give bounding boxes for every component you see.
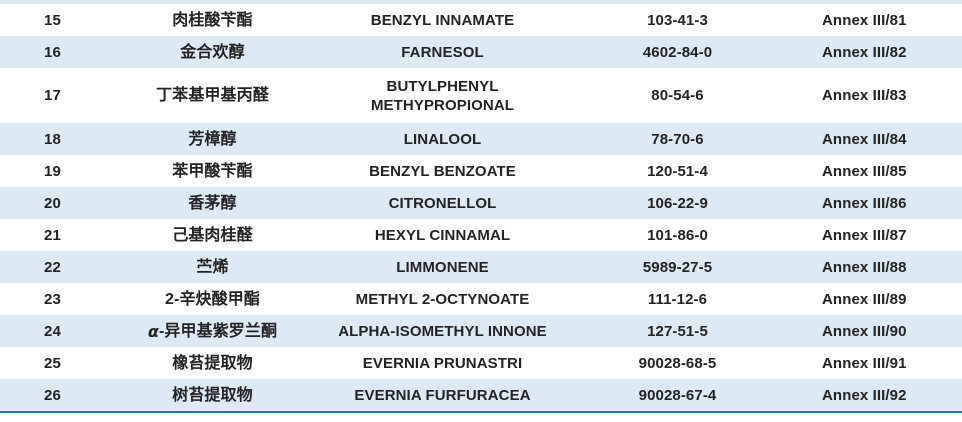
cas-number-cell: 103-41-3 xyxy=(647,11,708,29)
greek-alpha-prefix: α xyxy=(147,321,159,341)
chinese-name-cell: 树苔提取物 xyxy=(172,386,253,404)
english-name-cell: LINALOOL xyxy=(403,130,482,148)
english-name-cell: HEXYL CINNAMAL xyxy=(374,226,511,244)
serial-number-cell: 25 xyxy=(44,354,61,372)
table-row: 24 α -异甲基紫罗兰酮 ALPHA-ISOMETHYL INNONE 127-51-… xyxy=(0,315,962,347)
table-row: 19 苯甲酸苄酯 BENZYL BENZOATE 120-51-4 Annex III/… xyxy=(0,155,962,187)
cas-number-cell: 5989-27-5 xyxy=(642,258,713,276)
table-row: 18 芳樟醇 LINALOOL 78-70-6 Annex III/84 xyxy=(0,123,962,155)
serial-number-cell: 22 xyxy=(44,258,61,276)
cas-number-cell: 101-86-0 xyxy=(647,226,708,244)
english-name-cell: BENZYL BENZOATE xyxy=(369,162,516,180)
chinese-name-cell: 2-辛炔酸甲酯 xyxy=(165,290,260,308)
chinese-name-cell: 苯甲酸苄酯 xyxy=(172,162,253,180)
chinese-name-cell: 橡苔提取物 xyxy=(172,354,253,372)
annex-ref-cell: Annex III/81 xyxy=(822,11,907,29)
table-row: 23 2-辛炔酸甲酯 METHYL 2-OCTYNOATE 111-12-6 Annex… xyxy=(0,283,962,315)
english-name-cell: LIMMONENE xyxy=(396,258,489,276)
previous-row-partial xyxy=(0,0,962,4)
cas-number-cell: 78-70-6 xyxy=(651,130,704,148)
chinese-name-cell: 香茅醇 xyxy=(188,194,237,212)
serial-number-cell: 20 xyxy=(44,194,61,212)
chinese-name-cell: 丁苯基甲基丙醛 xyxy=(156,87,269,104)
serial-number-cell: 26 xyxy=(44,386,61,404)
cas-number-cell: 111-12-6 xyxy=(647,290,708,308)
chinese-name-cell: 金合欢醇 xyxy=(180,43,245,61)
english-name-cell: EVERNIA PRUNASTRI xyxy=(362,354,523,372)
cas-number-cell: 4602-84-0 xyxy=(642,43,713,61)
cas-number-cell: 80-54-6 xyxy=(651,87,704,104)
cas-number-cell: 90028-67-4 xyxy=(638,386,717,404)
chinese-name-text: -异甲基紫罗兰酮 xyxy=(158,322,278,340)
table-bottom-rule xyxy=(0,411,962,413)
serial-number-cell: 23 xyxy=(44,290,61,308)
english-name-cell: FARNESOL xyxy=(401,43,484,61)
english-name-cell: BUTYLPHENYL METHYPROPIONAL xyxy=(370,77,515,114)
serial-number-cell: 21 xyxy=(44,226,61,244)
table-row: 20 香茅醇 CITRONELLOL 106-22-9 Annex III/86 xyxy=(0,187,962,219)
table-row: 21 己基肉桂醛 HEXYL CINNAMAL 101-86-0 Annex III/8… xyxy=(0,219,962,251)
table-row: 25 橡苔提取物 EVERNIA PRUNASTRI 90028-68-5 Annex … xyxy=(0,347,962,379)
annex-ref-cell: Annex III/86 xyxy=(822,194,907,212)
annex-ref-cell: Annex III/89 xyxy=(822,290,907,308)
chinese-name-cell: α -异甲基紫罗兰酮 xyxy=(105,315,320,347)
chinese-name-cell: 芳樟醇 xyxy=(188,130,237,148)
serial-number-cell: 16 xyxy=(44,43,61,61)
table-row: 15 肉桂酸苄酯 BENZYL INNAMATE 103-41-3 Annex III/… xyxy=(0,4,962,36)
annex-ref-cell: Annex III/83 xyxy=(822,87,907,104)
annex-ref-cell: Annex III/92 xyxy=(822,386,907,404)
serial-number-cell: 24 xyxy=(44,322,61,340)
table-row: 26 树苔提取物 EVERNIA FURFURACEA 90028-67-4 Annex… xyxy=(0,379,962,411)
annex-ref-cell: Annex III/88 xyxy=(822,258,907,276)
serial-number-cell: 15 xyxy=(44,11,61,29)
table-row: 22 苎烯 LIMMONENE 5989-27-5 Annex III/88 xyxy=(0,251,962,283)
table-row: 17 丁苯基甲基丙醛 BUTYLPHENYL METHYPROPIONAL 80-54… xyxy=(0,68,962,123)
english-name-cell: ALPHA-ISOMETHYL INNONE xyxy=(338,322,547,340)
chinese-name-cell: 肉桂酸苄酯 xyxy=(172,11,253,29)
annex-ref-cell: Annex III/84 xyxy=(822,130,907,148)
english-name-cell: CITRONELLOL xyxy=(388,194,497,212)
table-row: 16 金合欢醇 FARNESOL 4602-84-0 Annex III/82 xyxy=(0,36,962,68)
serial-number-cell: 19 xyxy=(44,162,61,180)
english-name-cell: BENZYL INNAMATE xyxy=(370,11,515,29)
serial-number-cell: 18 xyxy=(44,130,61,148)
annex-ref-cell: Annex III/90 xyxy=(822,322,907,340)
cas-number-cell: 90028-68-5 xyxy=(638,354,717,372)
table-body: 15 肉桂酸苄酯 BENZYL INNAMATE 103-41-3 Annex III/… xyxy=(0,4,962,411)
annex-ref-cell: Annex III/91 xyxy=(822,354,907,372)
chinese-name-cell: 己基肉桂醛 xyxy=(172,226,253,244)
annex-ref-cell: Annex III/82 xyxy=(822,43,907,61)
annex-ref-cell: Annex III/87 xyxy=(822,226,907,244)
cas-number-cell: 120-51-4 xyxy=(647,162,708,180)
chinese-name-cell: 苎烯 xyxy=(196,258,229,276)
annex-ref-cell: Annex III/85 xyxy=(822,162,907,180)
cas-number-cell: 127-51-5 xyxy=(647,322,708,340)
english-name-cell: METHYL 2-OCTYNOATE xyxy=(355,290,530,308)
serial-number-cell: 17 xyxy=(44,87,61,104)
english-name-cell: EVERNIA FURFURACEA xyxy=(354,386,531,404)
cas-number-cell: 106-22-9 xyxy=(647,194,708,212)
